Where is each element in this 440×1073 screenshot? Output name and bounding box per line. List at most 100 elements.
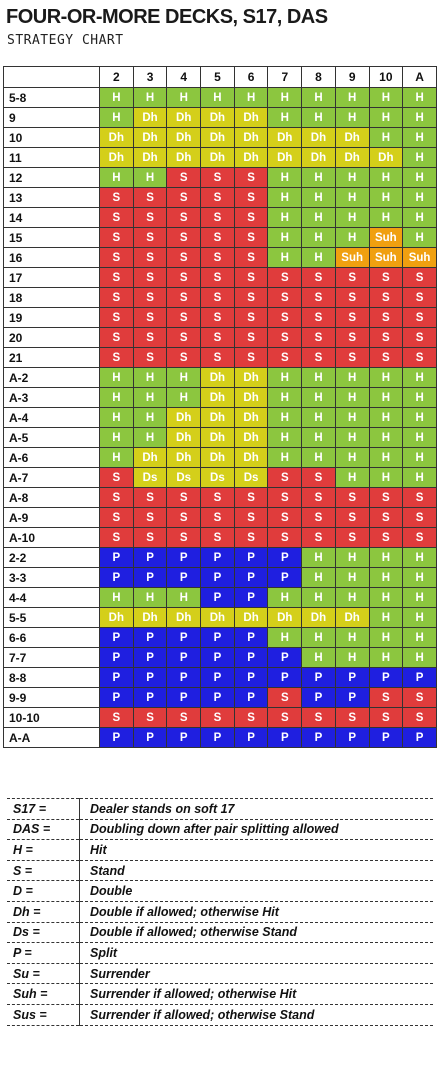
action-cell: S: [267, 707, 303, 728]
action-cell: Dh: [166, 107, 202, 128]
legend: S17 = Dealer stands on soft 17 DAS = Doubli…: [7, 798, 433, 1026]
action-cell: P: [200, 667, 235, 688]
action-cell: Dh: [233, 107, 269, 128]
hand-row: A-8 S S S S S S S S S S: [3, 487, 437, 508]
action-cell: H: [267, 247, 303, 268]
player-hand-label: 5-5: [3, 607, 100, 628]
action-cell: H: [368, 547, 404, 568]
action-cell: P: [233, 727, 269, 748]
action-cell: P: [301, 727, 336, 748]
action-cell: Ds: [200, 467, 235, 488]
action-cell: S: [301, 487, 336, 508]
action-cell: P: [368, 667, 404, 688]
action-cell: H: [132, 367, 168, 388]
action-cell: H: [267, 627, 303, 648]
action-cell: S: [267, 527, 303, 548]
action-cell: Dh: [233, 387, 269, 408]
hand-row: 17 S S S S S S S S S S: [3, 267, 437, 288]
strategy-chart: 2 3 4 5 6 7 8 9 10 A 5-8 H H H H H H H H H H 9 H Dh Dh Dh Dh H H H H H 1…: [3, 66, 437, 748]
action-cell: H: [402, 407, 437, 428]
action-cell: Dh: [368, 147, 404, 168]
action-cell: S: [233, 527, 269, 548]
action-cell: S: [132, 707, 168, 728]
action-cell: S: [99, 267, 134, 288]
action-cell: H: [334, 87, 370, 108]
action-cell: S: [200, 527, 235, 548]
action-cell: H: [368, 367, 404, 388]
action-cell: S: [267, 687, 303, 708]
action-cell: S: [200, 207, 235, 228]
action-cell: H: [301, 367, 336, 388]
player-hand-label: A-5: [3, 427, 100, 448]
action-cell: S: [334, 347, 370, 368]
action-cell: Dh: [334, 147, 370, 168]
hand-row: A-6 H Dh Dh Dh Dh H H H H H: [3, 447, 437, 468]
action-cell: H: [132, 87, 168, 108]
player-hand-label: 14: [3, 207, 100, 228]
action-cell: S: [368, 687, 404, 708]
action-cell: P: [267, 647, 303, 668]
action-cell: H: [368, 607, 404, 628]
action-cell: H: [334, 387, 370, 408]
hand-row: A-10 S S S S S S S S S S: [3, 527, 437, 548]
action-cell: S: [267, 327, 303, 348]
player-hand-label: 16: [3, 247, 100, 268]
player-hand-label: A-A: [3, 727, 100, 748]
dealer-card-header: 9: [334, 66, 370, 88]
action-cell: S: [301, 347, 336, 368]
action-cell: Dh: [132, 127, 168, 148]
player-hand-label: 12: [3, 167, 100, 188]
legend-key: H =: [7, 839, 80, 861]
legend-key: Ds =: [7, 921, 80, 944]
action-cell: P: [132, 567, 168, 588]
action-cell: H: [334, 227, 370, 248]
legend-key: DAS =: [7, 818, 80, 841]
action-cell: S: [368, 347, 404, 368]
player-hand-label: A-9: [3, 507, 100, 528]
action-cell: H: [301, 567, 336, 588]
action-cell: H: [267, 187, 303, 208]
legend-definition: Hit: [79, 839, 433, 861]
action-cell: H: [99, 367, 134, 388]
action-cell: H: [402, 367, 437, 388]
hand-row: A-4 H H Dh Dh Dh H H H H H: [3, 407, 437, 428]
action-cell: S: [99, 327, 134, 348]
dealer-card-header: 10: [368, 66, 404, 88]
player-hand-label: 6-6: [3, 627, 100, 648]
action-cell: S: [233, 207, 269, 228]
action-cell: H: [301, 647, 336, 668]
hand-row: 19 S S S S S S S S S S: [3, 307, 437, 328]
action-cell: H: [334, 407, 370, 428]
legend-definition: Surrender if allowed; otherwise Stand: [79, 1003, 433, 1026]
action-cell: S: [132, 307, 168, 328]
legend-definition: Double if allowed; otherwise Stand: [79, 921, 433, 944]
action-cell: S: [233, 487, 269, 508]
action-cell: Dh: [166, 427, 202, 448]
action-cell: P: [99, 647, 134, 668]
action-cell: H: [301, 387, 336, 408]
player-hand-label: 2-2: [3, 547, 100, 568]
action-cell: Dh: [334, 127, 370, 148]
action-cell: S: [99, 347, 134, 368]
action-cell: S: [402, 287, 437, 308]
action-cell: P: [267, 727, 303, 748]
action-cell: S: [402, 307, 437, 328]
action-cell: S: [233, 327, 269, 348]
action-cell: H: [368, 447, 404, 468]
action-cell: Dh: [233, 147, 269, 168]
hand-row: 10 Dh Dh Dh Dh Dh Dh Dh Dh H H: [3, 127, 437, 148]
action-cell: H: [301, 587, 336, 608]
action-cell: H: [368, 407, 404, 428]
action-cell: P: [200, 587, 235, 608]
legend-row: Ds = Double if allowed; otherwise Stand: [7, 921, 433, 944]
action-cell: Dh: [200, 147, 235, 168]
action-cell: Dh: [200, 407, 235, 428]
player-hand-label: 13: [3, 187, 100, 208]
action-cell: P: [99, 567, 134, 588]
action-cell: P: [166, 727, 202, 748]
action-cell: H: [402, 467, 437, 488]
action-cell: H: [368, 167, 404, 188]
action-cell: S: [166, 267, 202, 288]
legend-definition: Double: [79, 880, 433, 902]
legend-key: Dh =: [7, 900, 80, 923]
